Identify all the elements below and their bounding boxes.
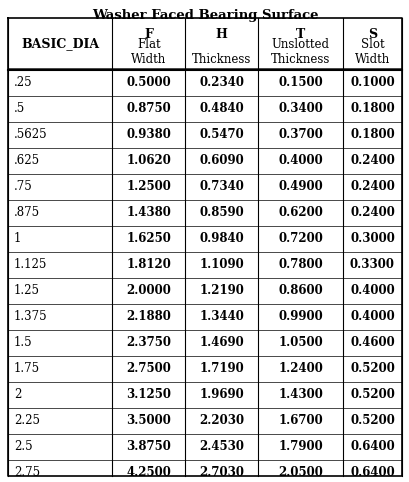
Text: 0.2400: 0.2400	[349, 155, 394, 168]
Text: 0.4600: 0.4600	[349, 336, 394, 349]
Text: 0.1500: 0.1500	[277, 77, 322, 90]
Text: S: S	[367, 28, 376, 41]
Text: 0.3700: 0.3700	[277, 129, 322, 142]
Text: 0.5000: 0.5000	[126, 77, 171, 90]
Text: 1.2400: 1.2400	[277, 362, 322, 375]
Text: 0.2340: 0.2340	[199, 77, 244, 90]
Text: 0.9840: 0.9840	[199, 232, 243, 245]
Text: 0.6090: 0.6090	[199, 155, 243, 168]
Text: 1.6250: 1.6250	[126, 232, 171, 245]
Text: 1.4690: 1.4690	[199, 336, 243, 349]
Text: 0.4000: 0.4000	[349, 284, 394, 297]
Text: .5625: .5625	[14, 129, 47, 142]
Text: .25: .25	[14, 77, 33, 90]
Text: 1.6700: 1.6700	[277, 415, 322, 428]
Text: 0.9900: 0.9900	[277, 310, 322, 323]
Text: 2.75: 2.75	[14, 467, 40, 480]
Text: 0.6400: 0.6400	[349, 467, 394, 480]
Text: 0.3300: 0.3300	[349, 258, 394, 271]
Text: 1.25: 1.25	[14, 284, 40, 297]
Text: 0.8590: 0.8590	[199, 206, 243, 219]
Text: 1.4380: 1.4380	[126, 206, 171, 219]
Text: 0.8750: 0.8750	[126, 103, 171, 116]
Text: .875: .875	[14, 206, 40, 219]
Text: 0.4840: 0.4840	[199, 103, 243, 116]
Text: H: H	[215, 28, 227, 41]
Text: 1.375: 1.375	[14, 310, 47, 323]
Text: 1.9690: 1.9690	[199, 388, 243, 402]
Text: 2.7030: 2.7030	[199, 467, 244, 480]
Text: BASIC_DIA: BASIC_DIA	[21, 38, 99, 51]
Text: 4.2500: 4.2500	[126, 467, 171, 480]
Text: 2.5: 2.5	[14, 441, 33, 454]
Text: 0.3400: 0.3400	[277, 103, 322, 116]
Text: Thickness: Thickness	[191, 53, 251, 66]
Text: 1: 1	[14, 232, 21, 245]
Text: 1.3440: 1.3440	[199, 310, 244, 323]
Text: 0.1000: 0.1000	[349, 77, 394, 90]
Text: 0.6400: 0.6400	[349, 441, 394, 454]
Text: 2.25: 2.25	[14, 415, 40, 428]
Text: 1.7190: 1.7190	[199, 362, 243, 375]
Text: 2.0500: 2.0500	[277, 467, 322, 480]
Text: 0.7340: 0.7340	[199, 180, 244, 193]
Text: 2.2030: 2.2030	[199, 415, 244, 428]
Text: 2.1880: 2.1880	[126, 310, 171, 323]
Text: 0.5200: 0.5200	[349, 415, 394, 428]
Text: 3.1250: 3.1250	[126, 388, 171, 402]
Text: F: F	[144, 28, 153, 41]
Text: 2.0000: 2.0000	[126, 284, 171, 297]
Text: 1.7900: 1.7900	[277, 441, 322, 454]
Text: .625: .625	[14, 155, 40, 168]
Text: .5: .5	[14, 103, 25, 116]
Text: Unslotted
Thickness: Unslotted Thickness	[270, 38, 329, 66]
Text: 2.7500: 2.7500	[126, 362, 171, 375]
Text: 1.4300: 1.4300	[277, 388, 322, 402]
Text: 1.0620: 1.0620	[126, 155, 171, 168]
Text: 0.5200: 0.5200	[349, 362, 394, 375]
Text: 0.9380: 0.9380	[126, 129, 171, 142]
Text: 1.8120: 1.8120	[126, 258, 171, 271]
Text: 1.2190: 1.2190	[199, 284, 244, 297]
Text: 3.8750: 3.8750	[126, 441, 171, 454]
Text: 1.1090: 1.1090	[199, 258, 243, 271]
Text: 0.4000: 0.4000	[349, 310, 394, 323]
Text: T: T	[295, 28, 304, 41]
Text: 0.3000: 0.3000	[349, 232, 394, 245]
Text: 0.2400: 0.2400	[349, 180, 394, 193]
Text: 0.1800: 0.1800	[349, 103, 394, 116]
Text: 3.5000: 3.5000	[126, 415, 171, 428]
Text: Washer Faced Bearing Surface: Washer Faced Bearing Surface	[92, 9, 317, 22]
Text: .75: .75	[14, 180, 33, 193]
Text: 1.125: 1.125	[14, 258, 47, 271]
Text: 0.7800: 0.7800	[277, 258, 322, 271]
Text: 2: 2	[14, 388, 21, 402]
Text: Slot
Width: Slot Width	[354, 38, 389, 66]
Text: 0.7200: 0.7200	[277, 232, 322, 245]
Text: 1.5: 1.5	[14, 336, 33, 349]
Text: 0.6200: 0.6200	[277, 206, 322, 219]
Text: Flat
Width: Flat Width	[131, 38, 166, 66]
Text: 0.4900: 0.4900	[277, 180, 322, 193]
Text: 0.5200: 0.5200	[349, 388, 394, 402]
Text: 0.2400: 0.2400	[349, 206, 394, 219]
Text: 0.8600: 0.8600	[277, 284, 322, 297]
Text: 2.3750: 2.3750	[126, 336, 171, 349]
Text: 2.4530: 2.4530	[199, 441, 244, 454]
Text: 1.2500: 1.2500	[126, 180, 171, 193]
Text: 1.75: 1.75	[14, 362, 40, 375]
Text: 0.5470: 0.5470	[199, 129, 243, 142]
Text: 1.0500: 1.0500	[277, 336, 322, 349]
Text: 0.1800: 0.1800	[349, 129, 394, 142]
Text: 0.4000: 0.4000	[277, 155, 322, 168]
